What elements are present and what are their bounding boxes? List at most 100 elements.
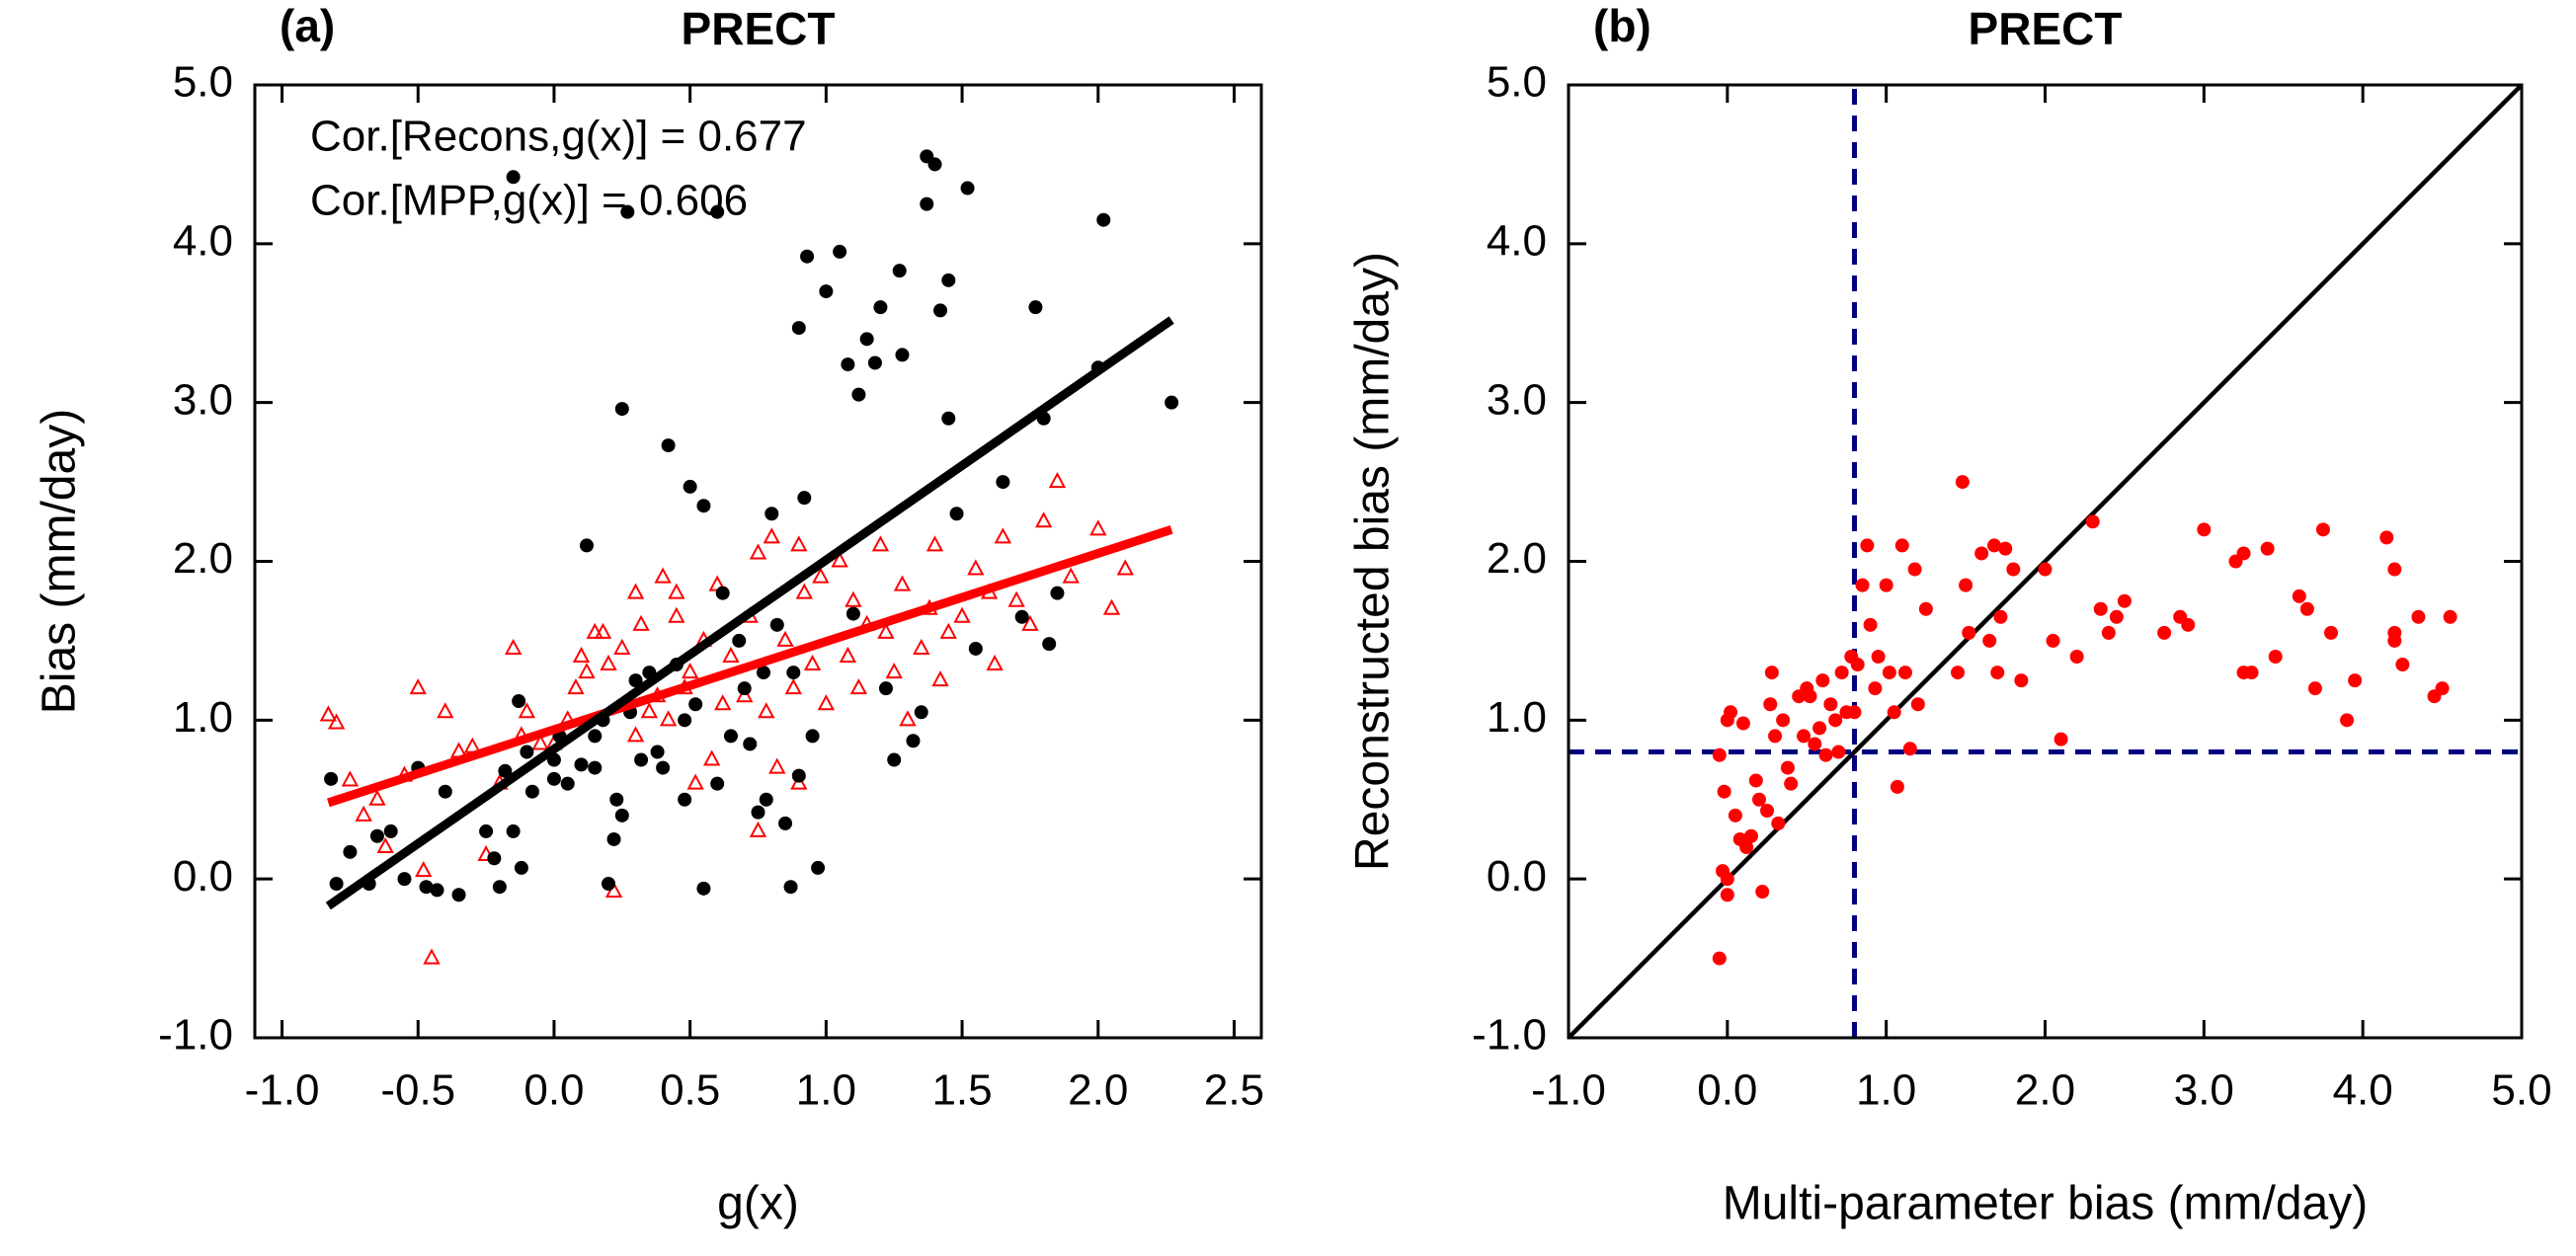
point — [768, 757, 786, 774]
point — [812, 567, 830, 584]
point — [1868, 681, 1883, 696]
point — [1035, 511, 1053, 528]
point — [678, 792, 692, 807]
point — [479, 824, 494, 838]
point — [2411, 609, 2426, 624]
x-tick-label: 0.0 — [523, 1066, 584, 1115]
point — [609, 792, 624, 807]
point — [1959, 578, 1973, 592]
point — [1890, 779, 1904, 794]
point — [797, 491, 812, 506]
point — [784, 678, 802, 695]
point — [626, 726, 645, 743]
point — [1096, 212, 1111, 227]
point — [1014, 609, 1029, 624]
x-tick-label: 1.5 — [931, 1066, 992, 1115]
point — [714, 694, 732, 711]
point — [926, 535, 944, 552]
x-tick-label: -1.0 — [245, 1066, 320, 1115]
annotation: Cor.[MPP,g(x)] = 0.606 — [310, 177, 748, 225]
plot-frame — [253, 83, 1263, 1040]
point — [939, 622, 957, 639]
point — [2348, 673, 2363, 688]
point — [710, 204, 725, 219]
point — [578, 662, 596, 679]
point — [893, 575, 912, 591]
point — [732, 633, 747, 648]
point — [914, 705, 928, 720]
point — [811, 860, 826, 875]
point — [867, 355, 882, 370]
point — [736, 686, 754, 703]
y-tick-label: -1.0 — [158, 1011, 233, 1060]
y-tick-label: 0.0 — [173, 852, 233, 901]
point — [588, 760, 603, 775]
point — [2236, 546, 2251, 561]
point — [594, 622, 612, 639]
point — [681, 662, 699, 679]
point — [632, 614, 650, 631]
x-tick-label: 4.0 — [2333, 1066, 2393, 1115]
point — [878, 681, 893, 696]
chart-title: PRECT — [682, 3, 836, 54]
point — [1951, 666, 1966, 680]
point — [877, 622, 895, 639]
point — [1982, 633, 1997, 648]
point — [1102, 598, 1121, 615]
point — [324, 771, 339, 786]
point — [1998, 541, 2013, 556]
point — [531, 734, 549, 750]
point — [887, 752, 902, 767]
point — [498, 763, 513, 778]
point — [1712, 951, 1727, 966]
point — [678, 713, 692, 728]
point — [723, 729, 738, 744]
x-tick-label: 1.0 — [796, 1066, 856, 1115]
panel-label: (a) — [280, 0, 335, 51]
point — [2006, 562, 2021, 577]
point — [1990, 666, 2005, 680]
y-tick-label: 1.0 — [1487, 693, 1547, 742]
point — [614, 402, 629, 417]
point — [931, 670, 949, 687]
point — [841, 357, 855, 372]
point — [791, 321, 806, 336]
point — [1855, 578, 1870, 592]
point — [688, 697, 703, 712]
point — [791, 768, 806, 783]
point — [654, 567, 672, 584]
point — [613, 638, 631, 655]
point — [2435, 681, 2450, 696]
point — [871, 535, 890, 552]
point — [2379, 530, 2394, 545]
point — [795, 583, 813, 599]
point — [803, 654, 822, 671]
point — [790, 773, 808, 790]
point — [953, 606, 971, 623]
point — [487, 851, 502, 866]
point — [1028, 300, 1043, 315]
point — [859, 332, 874, 347]
chart-title: PRECT — [1969, 3, 2123, 54]
point — [567, 678, 585, 695]
y-tick-label: 1.0 — [173, 693, 233, 742]
point — [397, 872, 412, 887]
point — [1882, 666, 1896, 680]
point — [451, 888, 466, 903]
x-tick-label: 1.0 — [1856, 1066, 1916, 1115]
y-tick-label: 0.0 — [1487, 852, 1547, 901]
x-axis-label: Multi-parameter bias (mm/day) — [1723, 1178, 2368, 1230]
point — [628, 673, 643, 688]
annotation: Cor.[Recons,g(x)] = 0.677 — [310, 113, 807, 161]
point — [765, 507, 779, 521]
point — [849, 678, 868, 695]
point — [1847, 705, 1862, 720]
point — [343, 844, 358, 859]
point — [506, 824, 521, 838]
point — [588, 729, 603, 744]
point — [1748, 773, 1763, 788]
x-tick-label: 0.5 — [660, 1066, 720, 1115]
point — [933, 303, 948, 318]
point — [899, 710, 917, 727]
y-tick-label: 4.0 — [173, 216, 233, 265]
